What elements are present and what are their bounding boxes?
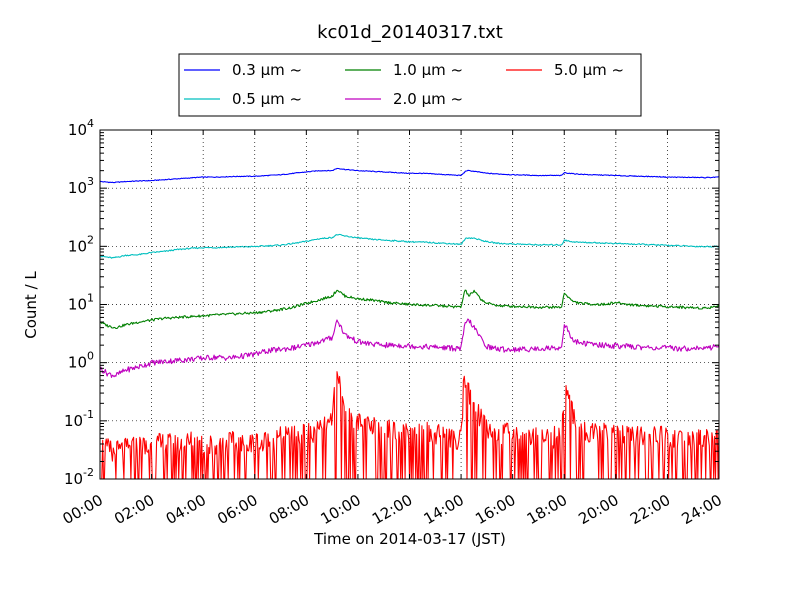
y-tick-label: 100 [68,350,94,372]
x-axis-label: Time on 2014-03-17 (JST) [313,530,506,548]
legend-box [178,53,642,117]
y-tick-label: 10-2 [64,466,94,488]
chart-title: kc01d_20140317.txt [317,22,503,43]
legend-label: 1.0 μm ~ [393,61,463,79]
y-axis-label: Count / L [22,271,40,339]
series-line-2 [99,233,720,259]
y-tick-label: 10-1 [64,408,94,430]
series-line-4 [99,318,720,378]
y-tick-label: 101 [68,292,94,314]
legend-label: 0.5 μm ~ [232,90,302,108]
legend: 0.3 μm ~ 0.5 μm ~ 1.0 μm ~ 2.0 μm ~ 5.0 μm ~ [178,53,642,117]
y-tick-label: 102 [68,233,94,255]
y-tick-label: 103 [68,175,94,197]
legend-label: 5.0 μm ~ [554,61,624,79]
y-tick-label: 104 [68,117,94,139]
legend-label: 2.0 μm ~ [393,90,463,108]
series-line-3 [100,289,720,330]
legend-label: 0.3 μm ~ [232,61,302,79]
series-line-1 [99,167,720,184]
